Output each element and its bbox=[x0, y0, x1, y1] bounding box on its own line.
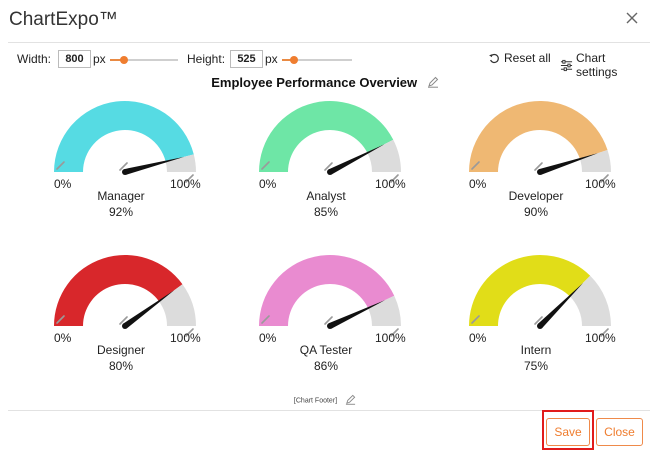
gauge-needle bbox=[328, 300, 386, 329]
gauge-needle-hub bbox=[537, 169, 543, 175]
title-bar: ChartExpo™ bbox=[0, 0, 650, 42]
chart-settings-button[interactable]: Chart settings bbox=[560, 51, 650, 79]
close-button[interactable]: Close bbox=[596, 418, 643, 446]
edit-title-pencil-icon[interactable] bbox=[427, 76, 439, 91]
edit-pencil-icon[interactable] bbox=[185, 174, 194, 183]
gauge-max-label: 100% bbox=[375, 177, 406, 191]
chart-footer[interactable]: [Chart Footer] bbox=[293, 397, 338, 405]
gauge-min-label: 0% bbox=[54, 177, 72, 191]
width-slider-fill bbox=[110, 59, 124, 61]
width-slider-thumb[interactable] bbox=[119, 56, 128, 64]
edit-pencil-icon[interactable] bbox=[324, 316, 333, 325]
width-slider[interactable] bbox=[110, 56, 178, 64]
gauge-value-label: 75% bbox=[524, 359, 548, 373]
gauge-needle-hub bbox=[327, 323, 333, 329]
gauge-needle-hub bbox=[327, 169, 333, 175]
gauge-min-label: 0% bbox=[54, 331, 72, 345]
edit-pencil-icon[interactable] bbox=[534, 316, 543, 325]
gauge-max-label: 100% bbox=[170, 331, 201, 345]
edit-footer-pencil-icon[interactable] bbox=[345, 394, 356, 407]
gauge-value-label: 86% bbox=[314, 359, 338, 373]
height-slider-fill bbox=[282, 59, 294, 61]
gauge-max-label: 100% bbox=[170, 177, 201, 191]
gauge-value-label: 92% bbox=[109, 205, 133, 219]
sliders-icon bbox=[560, 59, 573, 71]
chart-title-row: Employee Performance Overview bbox=[0, 75, 650, 91]
footer-divider bbox=[8, 410, 650, 411]
gauge-needle-hub bbox=[122, 323, 128, 329]
gauge-name-label: Developer bbox=[509, 189, 564, 203]
size-toolbar: Width: 800 px Height: 525 px Reset all C… bbox=[0, 48, 650, 79]
gauge-remainder bbox=[165, 154, 196, 172]
edit-pencil-icon[interactable] bbox=[390, 174, 399, 183]
gauge-value-label: 85% bbox=[314, 205, 338, 219]
gauge-needle bbox=[537, 282, 584, 329]
gauge-remainder bbox=[367, 139, 401, 172]
gauge-name-label: QA Tester bbox=[300, 343, 352, 357]
gauge-name-label: Manager bbox=[97, 189, 144, 203]
gauge-fill bbox=[259, 100, 394, 172]
gauge-fill bbox=[469, 255, 591, 326]
gauge-min-label: 0% bbox=[259, 177, 277, 191]
gauge-remainder bbox=[579, 150, 611, 172]
gauge-value-label: 80% bbox=[109, 359, 133, 373]
gauge-fill bbox=[259, 255, 395, 326]
width-input[interactable]: 800 bbox=[58, 50, 91, 68]
height-input[interactable]: 525 bbox=[230, 50, 263, 68]
gauge-fill bbox=[54, 255, 183, 326]
width-label: Width: bbox=[17, 52, 52, 66]
height-slider[interactable] bbox=[282, 56, 352, 64]
save-button[interactable]: Save bbox=[546, 418, 590, 446]
gauge-needle bbox=[539, 153, 599, 175]
edit-pencil-icon[interactable] bbox=[56, 161, 65, 170]
gauge-max-label: 100% bbox=[585, 331, 616, 345]
gauge-name-label: Intern bbox=[521, 343, 552, 357]
chart-footer-row: [Chart Footer] bbox=[0, 394, 650, 407]
chart-title[interactable]: Employee Performance Overview bbox=[211, 75, 418, 90]
gauge-remainder bbox=[569, 275, 611, 326]
gauge-needle bbox=[123, 290, 175, 329]
save-highlight-box bbox=[542, 410, 594, 450]
gauge-max-label: 100% bbox=[585, 177, 616, 191]
width-unit: px bbox=[93, 52, 106, 66]
app-title: ChartExpo™ bbox=[9, 9, 118, 30]
edit-pencil-icon[interactable] bbox=[119, 162, 128, 171]
close-icon[interactable] bbox=[622, 8, 642, 28]
gauge-name-label: Designer bbox=[97, 343, 145, 357]
reset-all-label: Reset all bbox=[504, 51, 551, 65]
gauge-name-label: Analyst bbox=[306, 189, 346, 203]
edit-pencil-icon[interactable] bbox=[324, 162, 333, 171]
edit-pencil-icon[interactable] bbox=[56, 315, 65, 324]
edit-pencil-icon[interactable] bbox=[185, 328, 194, 337]
edit-pencil-icon[interactable] bbox=[471, 161, 480, 170]
height-slider-thumb[interactable] bbox=[289, 56, 298, 64]
gauge-max-label: 100% bbox=[375, 331, 406, 345]
gauge-min-label: 0% bbox=[469, 331, 487, 345]
edit-pencil-icon[interactable] bbox=[471, 315, 480, 324]
chart-settings-label: Chart settings bbox=[576, 51, 618, 79]
gauge-needle bbox=[124, 156, 185, 175]
gauge-fill bbox=[469, 101, 608, 172]
gauge-remainder bbox=[368, 295, 401, 326]
edit-pencil-icon[interactable] bbox=[390, 328, 399, 337]
height-label: Height: bbox=[187, 52, 226, 66]
edit-pencil-icon[interactable] bbox=[261, 315, 270, 324]
reset-icon bbox=[489, 53, 499, 63]
gauge-value-label: 90% bbox=[524, 205, 548, 219]
gauge-needle-hub bbox=[122, 169, 128, 175]
edit-pencil-icon[interactable] bbox=[534, 162, 543, 171]
edit-pencil-icon[interactable] bbox=[261, 161, 270, 170]
gauge-min-label: 0% bbox=[469, 177, 487, 191]
gauge-fill bbox=[54, 100, 194, 172]
edit-pencil-icon[interactable] bbox=[600, 174, 609, 183]
header-divider bbox=[8, 42, 650, 43]
edit-pencil-icon[interactable] bbox=[600, 328, 609, 337]
edit-pencil-icon[interactable] bbox=[119, 316, 128, 325]
gauge-needle bbox=[328, 144, 385, 175]
reset-all-button[interactable]: Reset all bbox=[488, 51, 551, 65]
gauge-min-label: 0% bbox=[259, 331, 277, 345]
gauge-needle-hub bbox=[537, 323, 543, 329]
height-unit: px bbox=[265, 52, 278, 66]
